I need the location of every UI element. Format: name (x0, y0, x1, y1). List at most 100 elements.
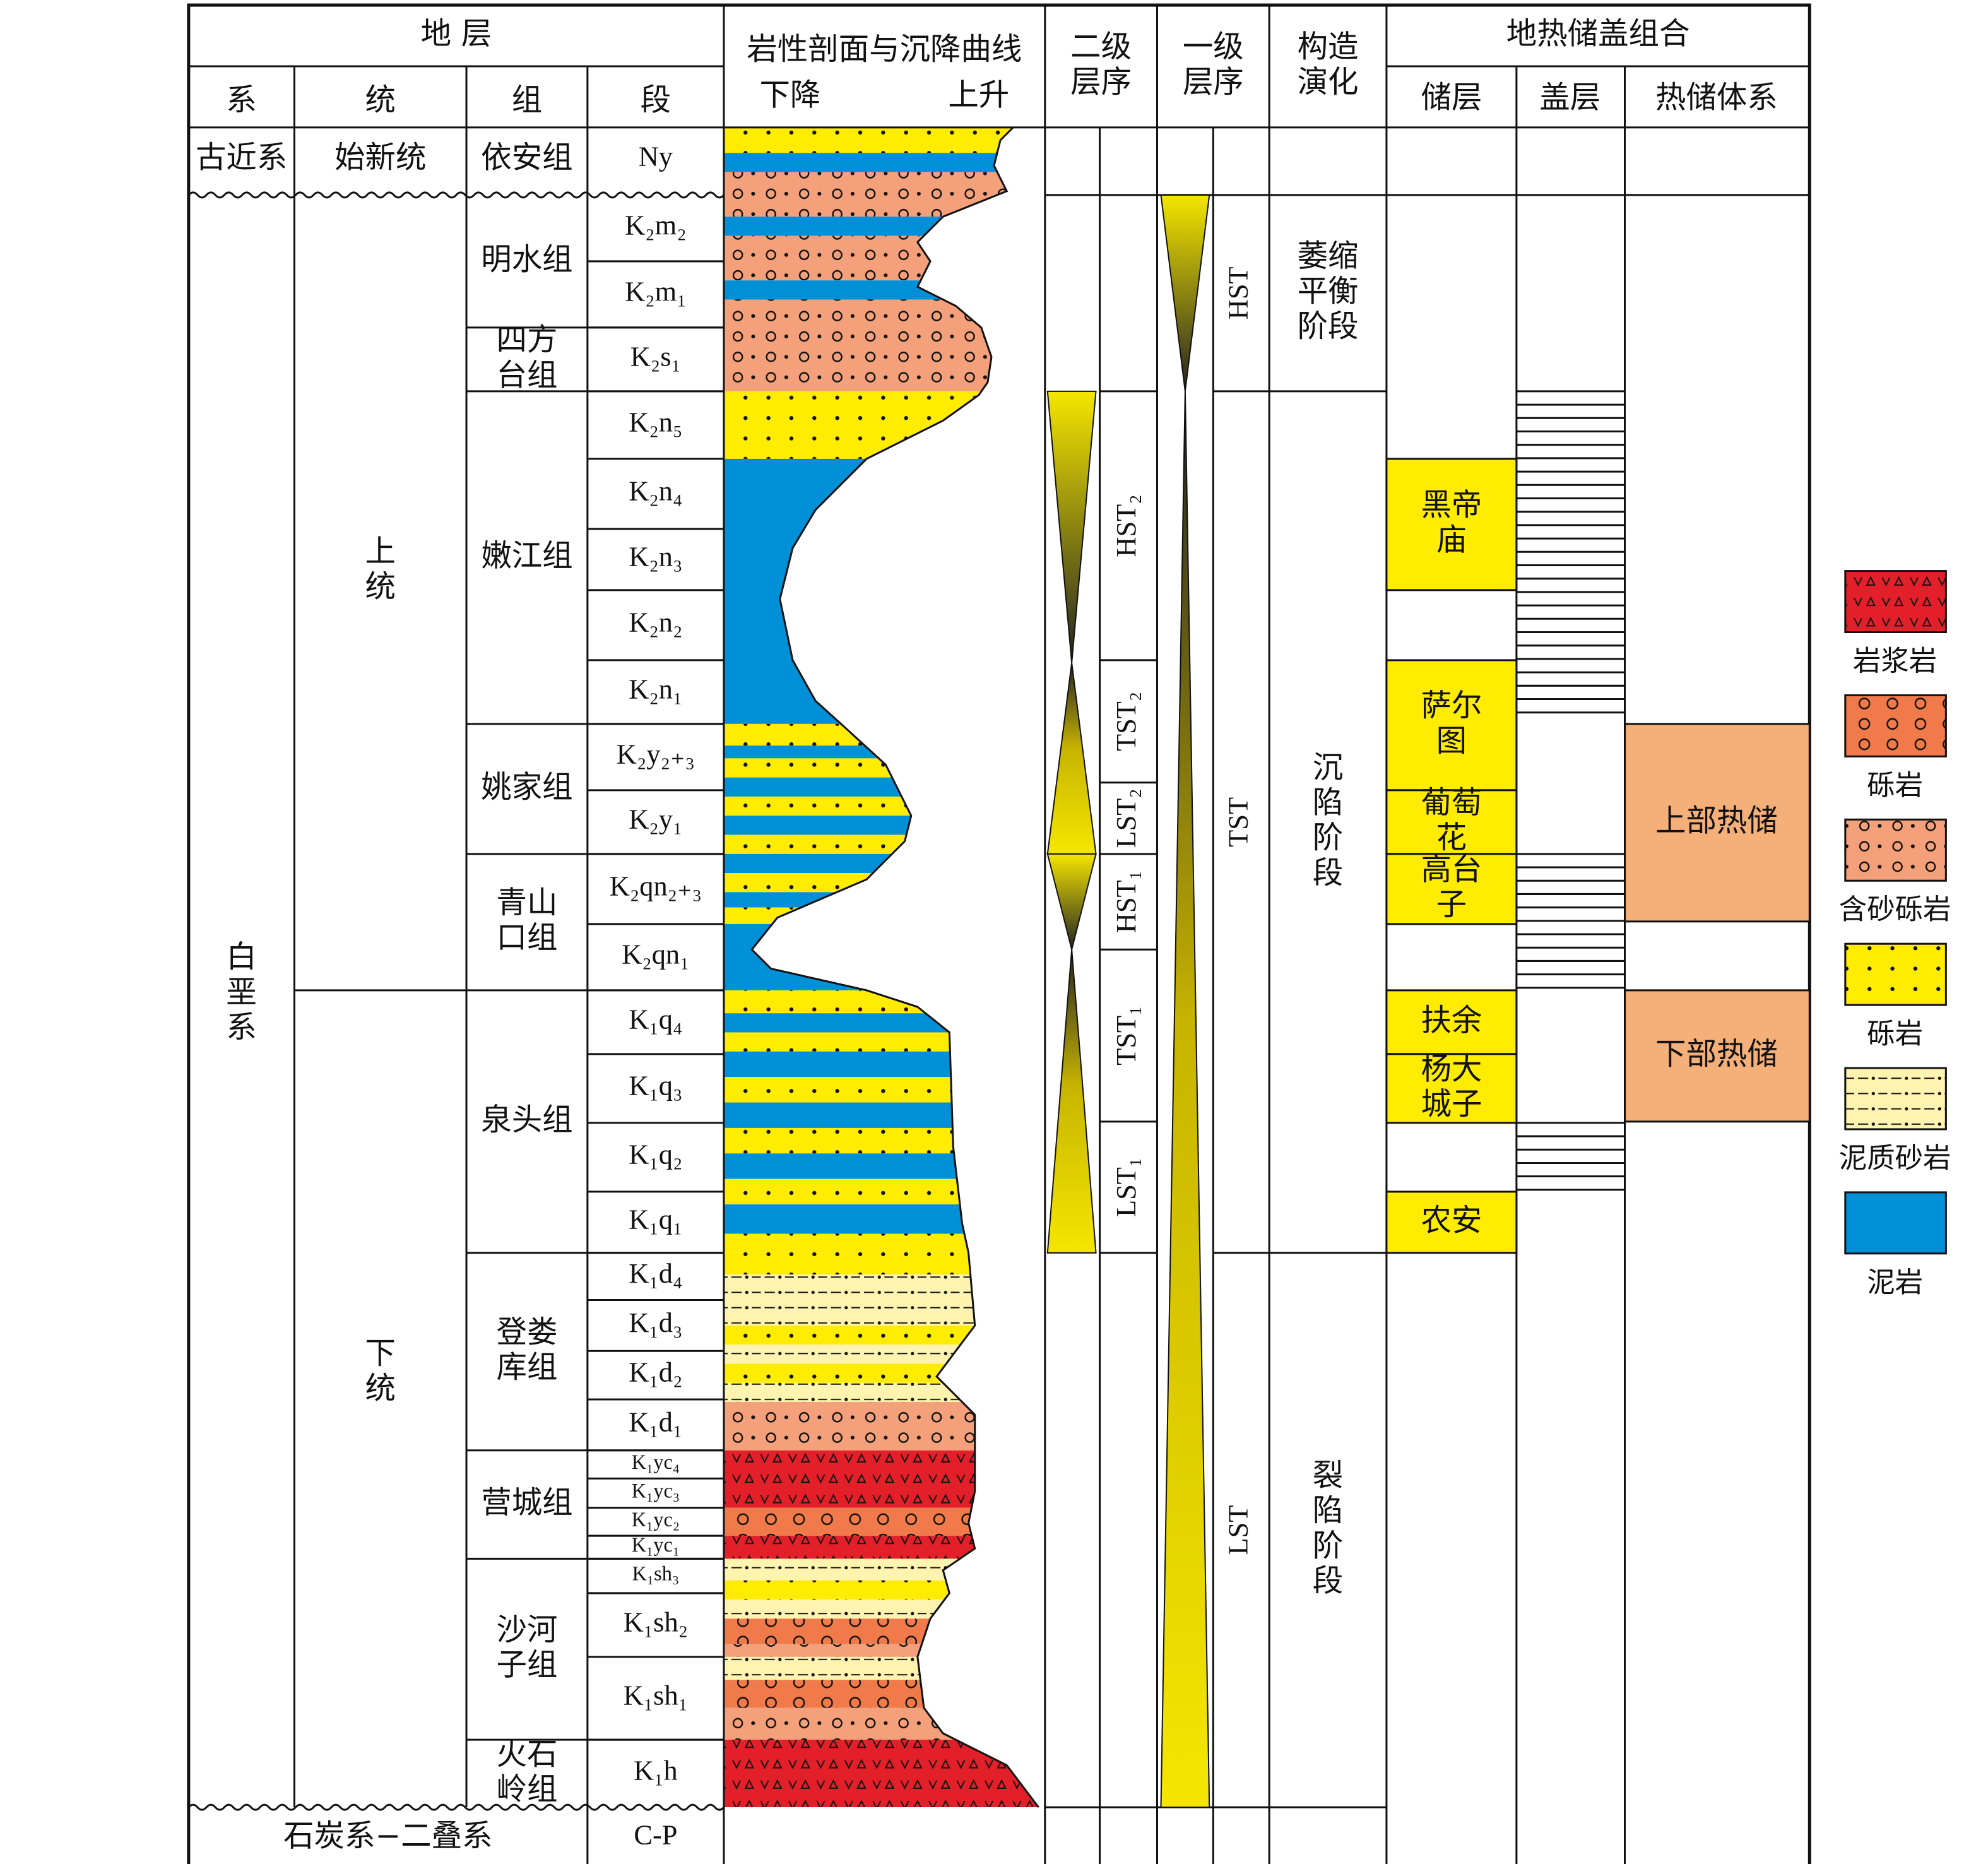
lithology-band (723, 1032, 1039, 1052)
lithology-band (723, 1680, 1039, 1708)
legend-label: 泥质砂岩 (1839, 1142, 1951, 1174)
member: K₂m₂ (625, 210, 687, 241)
sequence: LST₁ (1110, 1158, 1142, 1217)
sequence: LST (1222, 1505, 1254, 1555)
formation: 四方台组 (496, 323, 557, 393)
member: K₁sh₂ (624, 1606, 689, 1638)
member: K₂n₄ (629, 475, 682, 507)
lithology-band (723, 1402, 1039, 1451)
table-lines (187, 3, 1947, 1864)
lithology-band (723, 458, 1039, 724)
sequence-wedge (1046, 853, 1097, 950)
header: 系 (226, 83, 256, 118)
legend-label: 砾岩 (1867, 1018, 1923, 1050)
member: K₂n₅ (629, 407, 682, 438)
series: 下统 (365, 1336, 396, 1406)
legend-swatch (1844, 570, 1947, 634)
lithology-band (723, 1600, 1039, 1619)
formation: 泉头组 (481, 1102, 572, 1137)
lithology-band (723, 1051, 1039, 1077)
member: K₂m₁ (625, 276, 687, 307)
member: K₂qn₁ (622, 939, 689, 970)
lithology-band (723, 892, 1039, 908)
formation: 营城组 (481, 1485, 572, 1521)
member: K₁q₁ (629, 1204, 682, 1235)
sequence: HST₁ (1110, 870, 1142, 933)
legend-label: 岩浆岩 (1853, 645, 1937, 677)
member: K₁q₂ (629, 1139, 682, 1170)
reservoir: 萨尔图 (1421, 688, 1482, 759)
sequence-wedge (1046, 949, 1097, 1254)
member: K₁yc₄ (632, 1451, 680, 1473)
reservoir: 农安 (1421, 1202, 1482, 1238)
member: K₁h (634, 1755, 678, 1786)
lithology-band (723, 1740, 1039, 1808)
sequence: HST (1222, 266, 1254, 319)
member: K₁q₄ (629, 1004, 682, 1035)
header: 统 (365, 83, 396, 118)
legend-label: 含砂砾岩 (1839, 894, 1951, 926)
sequence-wedge (1160, 391, 1210, 1808)
reservoir: 高台子 (1421, 852, 1482, 922)
sequence-wedge (1160, 194, 1210, 392)
lithology-band (723, 1507, 1039, 1536)
legend-swatch (1844, 1067, 1947, 1131)
member: K₂s₁ (630, 341, 681, 372)
lithology-band (723, 1707, 1039, 1740)
lithology-band (723, 1153, 1039, 1179)
lithology-band (723, 777, 1039, 797)
unconformity (187, 1803, 725, 1811)
member: K₁yc₂ (632, 1508, 680, 1531)
legend-swatch (1844, 694, 1947, 757)
lithology-band (723, 1274, 1039, 1326)
reservoir-box (1385, 789, 1518, 855)
system: 白垩系 (226, 939, 256, 1045)
member: C-P (634, 1819, 677, 1851)
member: Ny (639, 141, 673, 172)
thermal-system: 上部热储 (1655, 803, 1778, 838)
header: 热储体系 (1655, 80, 1778, 115)
lithology-band (723, 745, 1039, 759)
member: K₁d₃ (629, 1307, 682, 1338)
lithology-band (723, 1127, 1039, 1154)
header: 组 (512, 83, 542, 118)
header: 下降 (759, 77, 820, 112)
lithology-band (723, 1252, 1039, 1275)
header: 地 层 (421, 16, 492, 52)
sequence-wedge (1046, 662, 1097, 855)
legend-swatch (1844, 942, 1947, 1006)
formation: 嫩江组 (481, 538, 572, 573)
member: K₁sh₁ (624, 1680, 689, 1711)
header: 上升 (948, 77, 1009, 112)
member: K₂n₁ (629, 674, 682, 705)
member: K₁yc₃ (632, 1480, 680, 1502)
series: 上统 (365, 534, 396, 605)
sequence: LST₂ (1110, 788, 1142, 848)
lithology-band (723, 834, 1039, 854)
lithology-band (723, 280, 1039, 300)
member: K₂n₂ (629, 607, 682, 638)
lithology-band (723, 990, 1039, 1014)
lithology-band (723, 758, 1039, 778)
subsidence-curve (750, 126, 1039, 1808)
reservoir: 杨大城子 (1421, 1051, 1482, 1122)
lithology-band (723, 1558, 1039, 1581)
system: 古近系 (196, 140, 287, 175)
formation: 登娄库组 (496, 1314, 557, 1385)
tectonic-stage: 裂陷阶段 (1313, 1457, 1343, 1598)
lithology-band (723, 1618, 1039, 1644)
lithology-band (723, 127, 1039, 153)
member: K₁yc₁ (632, 1534, 680, 1557)
formation: 沙河子组 (496, 1612, 557, 1683)
lithology-band (723, 816, 1039, 835)
member: K₁d₁ (629, 1406, 682, 1438)
legend-label: 砾岩 (1867, 769, 1923, 802)
lithology-band (723, 217, 1039, 236)
sequence-wedge (1046, 390, 1097, 663)
reservoir-box (1385, 1190, 1518, 1254)
lithology-column (723, 127, 1039, 1808)
lithology-band (723, 172, 1039, 217)
lithology-band (723, 1450, 1039, 1508)
formation: 姚家组 (481, 769, 572, 805)
